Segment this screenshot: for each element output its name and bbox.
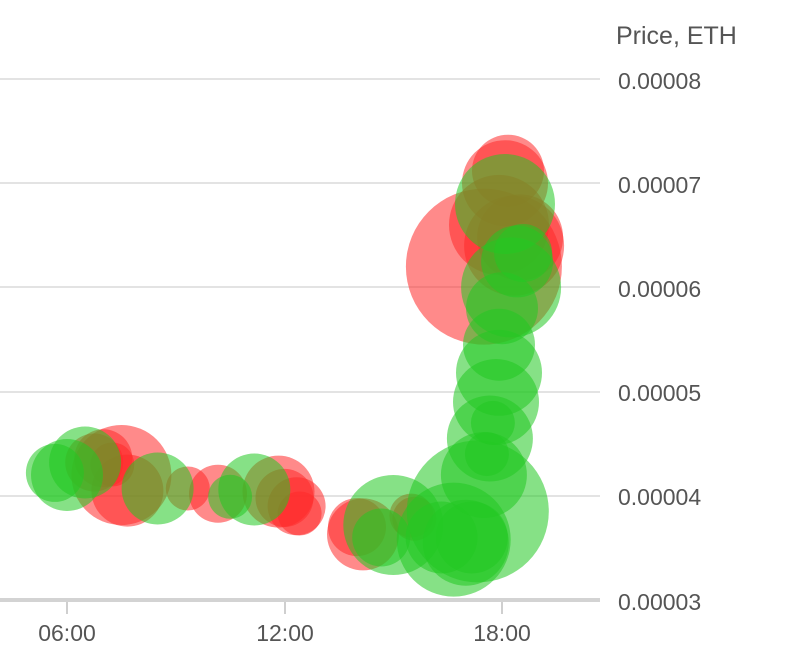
buy-bubble-2[interactable] [49, 426, 122, 499]
y-tick-label: 0.00007 [618, 172, 701, 198]
buy-bubble-24[interactable] [494, 224, 553, 282]
x-tick-marks [66, 602, 503, 614]
y-tick-labels: 0.00008 0.00007 0.00006 0.00005 0.00004 … [618, 68, 701, 615]
x-tick-label: 18:00 [473, 620, 531, 646]
bubbles-layer [25, 134, 565, 597]
y-tick-label: 0.00004 [618, 484, 701, 510]
y-axis-title: Price, ETH [616, 22, 737, 50]
y-tick-label: 0.00003 [618, 589, 701, 615]
y-tick-label: 0.00005 [618, 380, 701, 406]
sell-bubble-13[interactable] [277, 491, 322, 536]
buy-bubble-3[interactable] [121, 452, 194, 525]
buy-bubble-5[interactable] [218, 453, 291, 526]
y-tick-label: 0.00006 [618, 276, 701, 302]
x-tick-label: 06:00 [38, 620, 96, 646]
x-tick-label: 12:00 [256, 620, 314, 646]
y-tick-label: 0.00008 [618, 68, 701, 94]
x-tick-labels: 06:00 12:00 18:00 [38, 620, 531, 646]
